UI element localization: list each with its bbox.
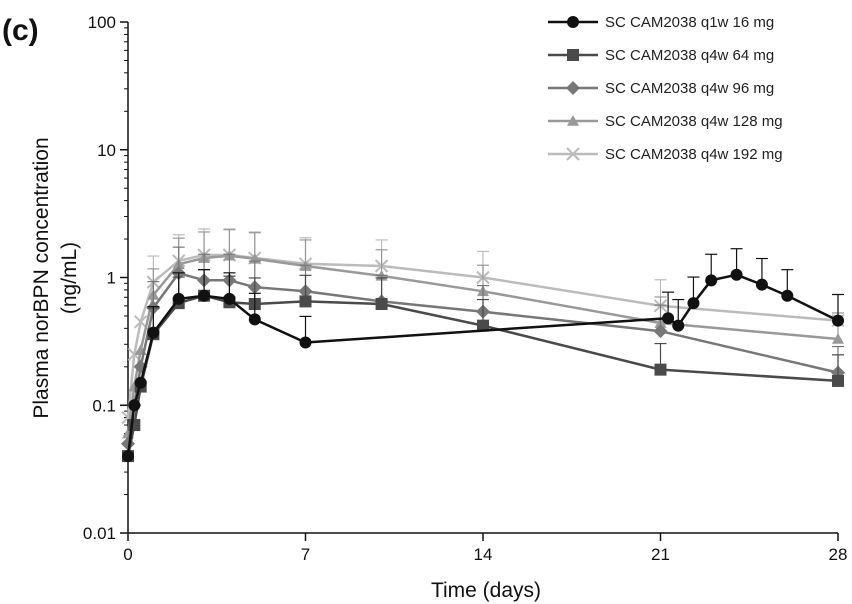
data-point — [832, 333, 844, 344]
cross-stroke — [133, 315, 148, 329]
legend-marker — [567, 16, 579, 28]
legend-entry-4: SC CAM2038 q4w 192 mg — [548, 146, 783, 163]
data-point — [134, 376, 147, 389]
data-point — [299, 336, 312, 349]
legend-label: SC CAM2038 q4w 64 mg — [605, 47, 774, 64]
data-point — [730, 268, 743, 281]
data-point — [375, 298, 388, 311]
data-point — [477, 319, 489, 332]
data-point — [654, 363, 667, 376]
data-point — [832, 314, 844, 327]
x-axis-title: Time (days) — [431, 579, 541, 602]
data-point — [299, 295, 312, 308]
legend-marker — [566, 81, 580, 95]
legend-label: SC CAM2038 q4w 96 mg — [605, 80, 774, 97]
legend-entry-2: SC CAM2038 q4w 96 mg — [548, 80, 774, 97]
legend-entry-1: SC CAM2038 q4w 64 mg — [548, 47, 774, 64]
x-tick-label: 0 — [123, 545, 132, 564]
y-axis-title-line1: Plasma norBPN concentration — [30, 137, 53, 418]
x-tick-label: 7 — [301, 545, 310, 564]
panel-label: (c) — [2, 14, 39, 47]
data-point — [755, 278, 768, 291]
y-tick-label: 0.1 — [92, 396, 116, 415]
y-tick-label: 0.01 — [83, 524, 116, 543]
legend-label: SC CAM2038 q4w 128 mg — [605, 113, 783, 130]
data-point — [172, 292, 185, 305]
legend-label: SC CAM2038 q1w 16 mg — [605, 14, 774, 31]
y-tick-label: 1 — [107, 269, 116, 288]
y-tick-label: 10 — [97, 141, 116, 160]
data-point — [705, 274, 718, 287]
x-tick-label: 14 — [474, 545, 493, 564]
data-point — [128, 399, 141, 412]
axes: 0.01 0.1 1 10 100 0 7 14 21 28 — [83, 13, 848, 564]
cross-stroke — [566, 147, 580, 161]
data-point — [122, 450, 134, 463]
legend: SC CAM2038 q1w 16 mg SC CAM2038 q4w 64 mg… — [548, 14, 783, 163]
data-point — [781, 289, 794, 302]
legend-label: SC CAM2038 q4w 192 mg — [605, 146, 783, 163]
data-point — [223, 292, 236, 305]
data-point — [198, 289, 211, 302]
x-tick-label: 21 — [651, 545, 670, 564]
y-tick-label: 100 — [88, 13, 116, 32]
legend-marker — [567, 49, 579, 61]
data-point — [147, 326, 160, 339]
legend-marker — [567, 115, 579, 126]
data-point — [687, 297, 700, 310]
series-0 — [122, 248, 844, 463]
data-point — [133, 315, 148, 329]
x-tick-label: 28 — [829, 545, 848, 564]
legend-entry-0: SC CAM2038 q1w 16 mg — [548, 14, 774, 31]
legend-marker — [566, 147, 580, 161]
data-point — [672, 319, 685, 332]
data-point — [832, 374, 844, 387]
y-axis-title-line2: (ng/mL) — [58, 242, 81, 314]
legend-entry-3: SC CAM2038 q4w 128 mg — [548, 113, 783, 130]
data-point — [662, 312, 675, 325]
data-point — [248, 313, 261, 326]
series-layer — [121, 228, 845, 463]
data-point — [653, 324, 668, 339]
